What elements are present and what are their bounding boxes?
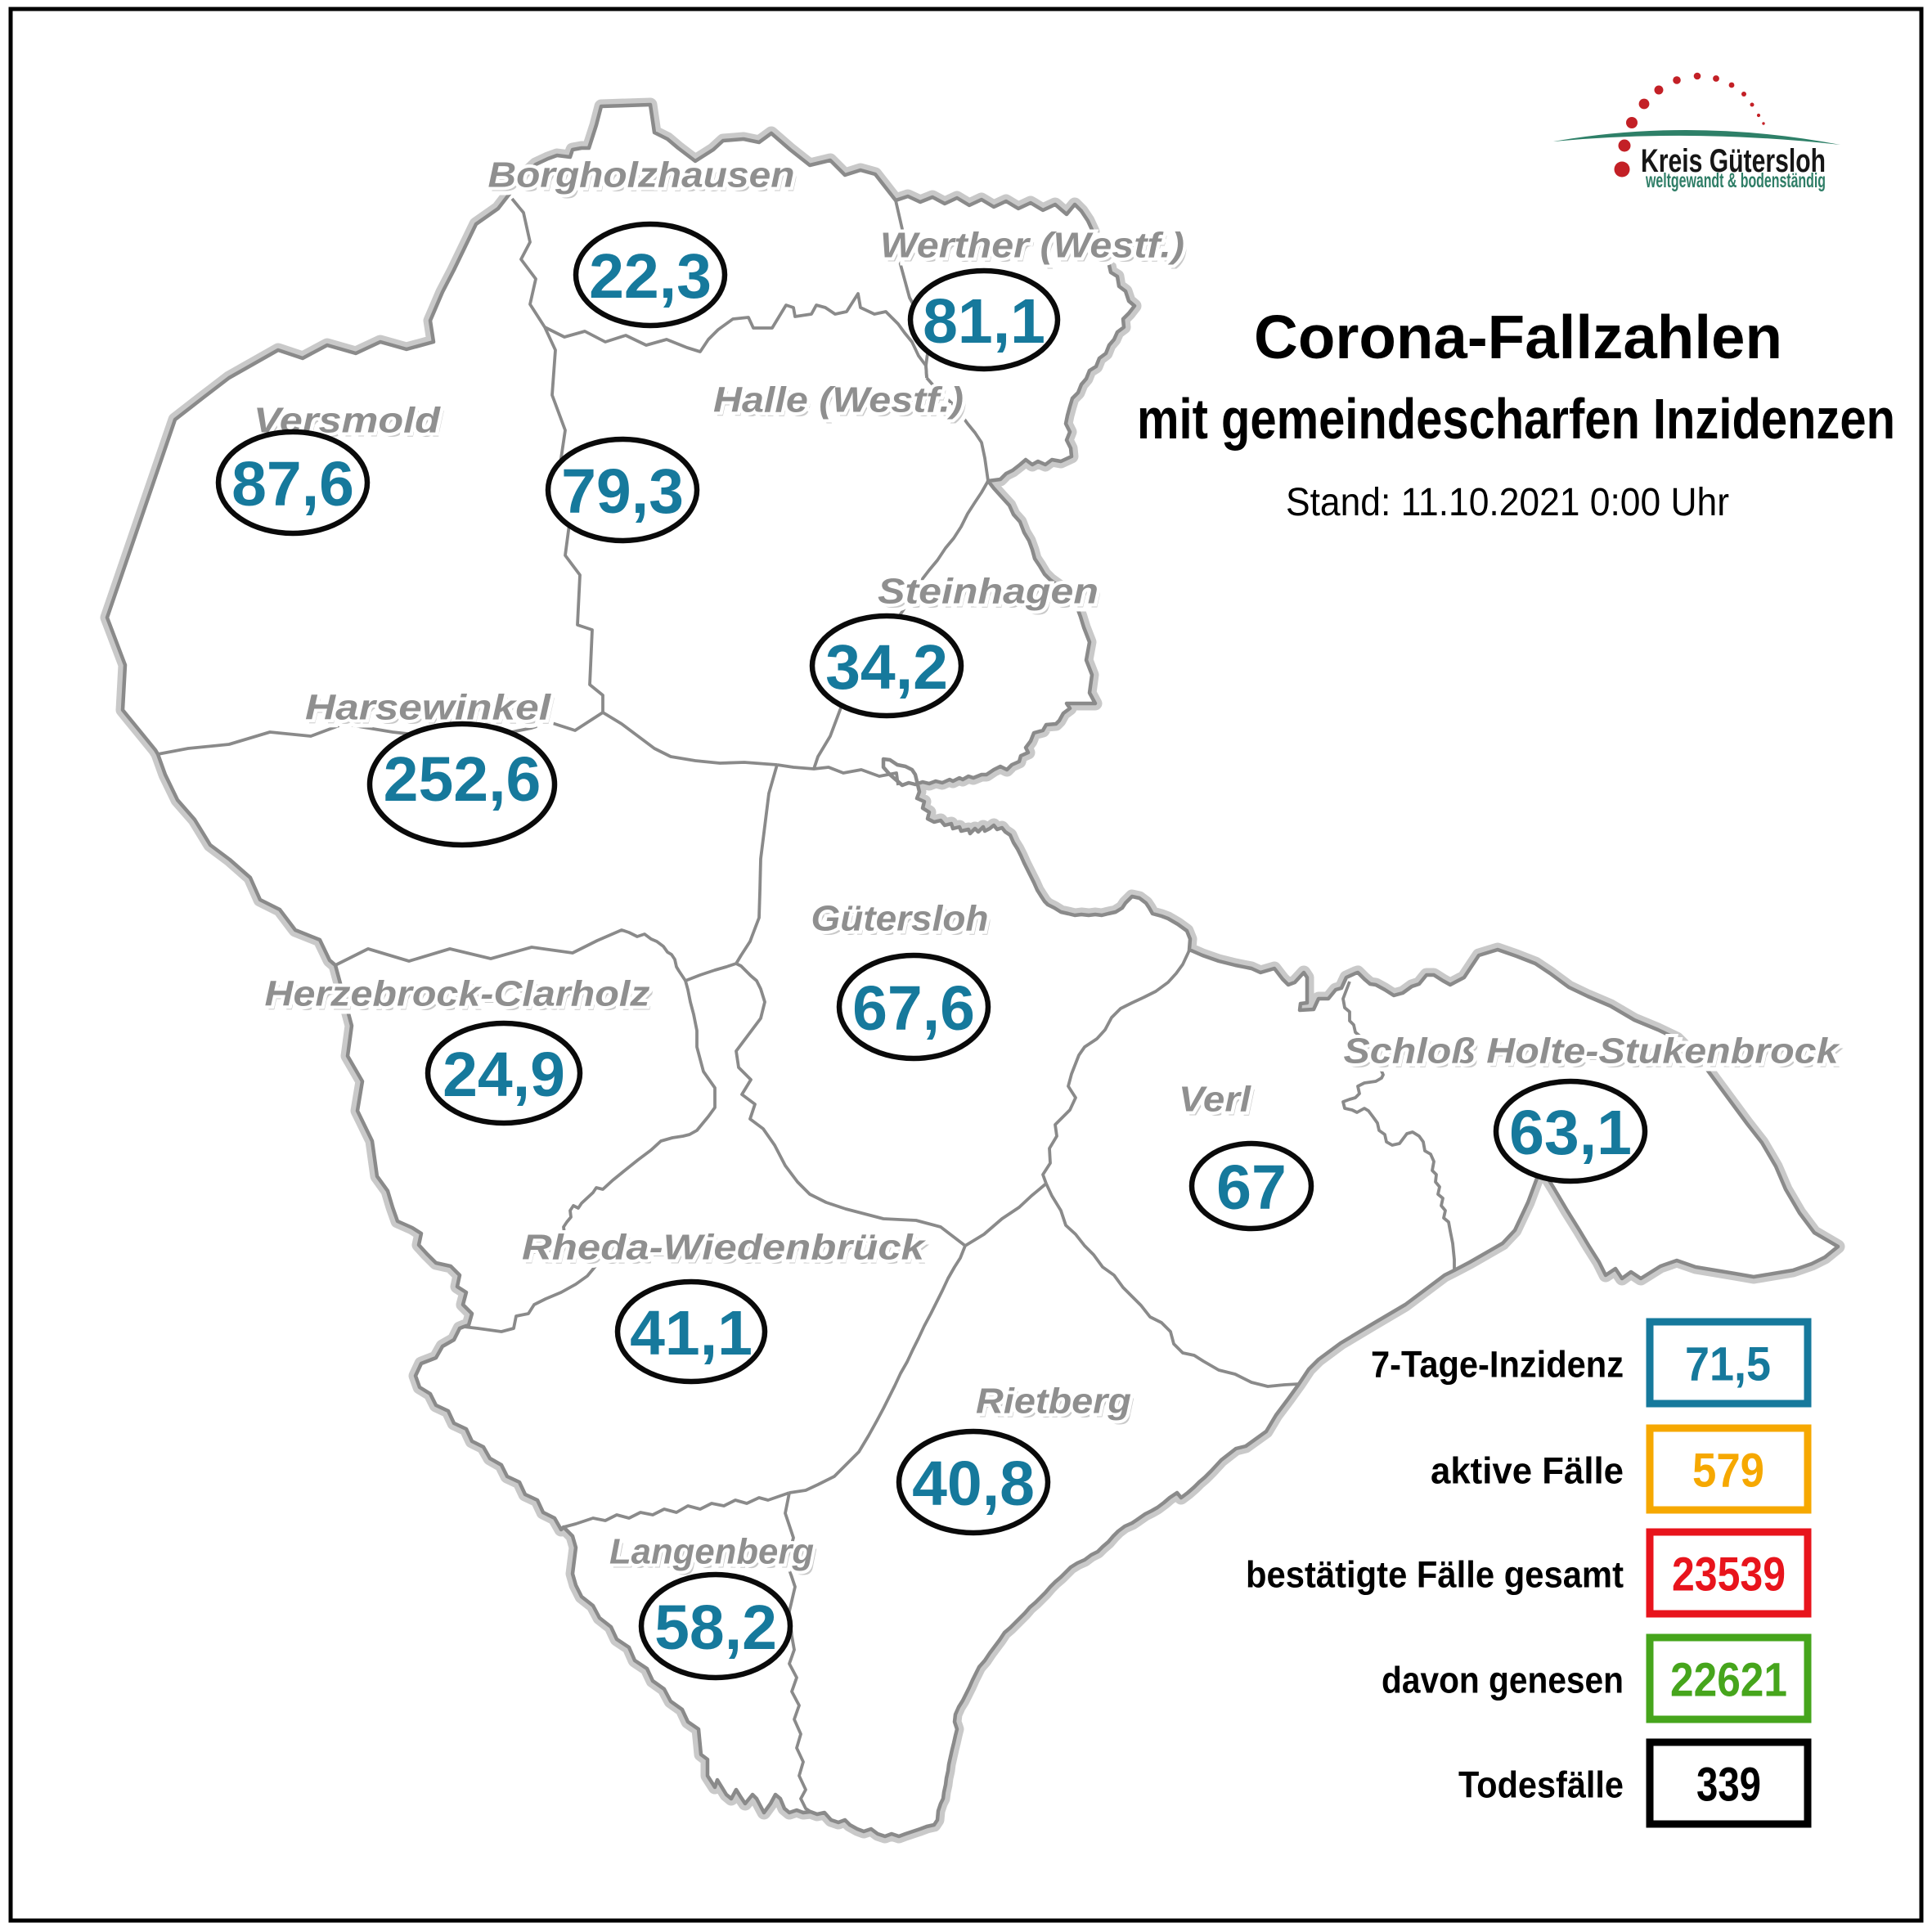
svg-text:87,6: 87,6 (231, 449, 354, 519)
svg-text:Kreis Gütersloh: Kreis Gütersloh (1641, 143, 1826, 179)
svg-text:24,9: 24,9 (443, 1040, 565, 1110)
svg-text:Corona-Fallzahlen: Corona-Fallzahlen (1254, 303, 1782, 371)
svg-text:58,2: 58,2 (654, 1593, 777, 1663)
svg-text:7-Tage-Inzidenz: 7-Tage-Inzidenz (1371, 1344, 1624, 1386)
svg-text:Borgholzhausen: Borgholzhausen (488, 155, 795, 195)
svg-text:davon genesen: davon genesen (1382, 1660, 1624, 1701)
svg-text:weltgewandt & bodenständig: weltgewandt & bodenständig (1645, 169, 1826, 192)
svg-text:Herzebrock-Clarholz: Herzebrock-Clarholz (268, 978, 654, 1018)
svg-text:Stand: 11.10.2021 0:00 Uhr: Stand: 11.10.2021 0:00 Uhr (1286, 481, 1729, 524)
svg-text:Halle (Westf.): Halle (Westf.) (717, 384, 967, 425)
svg-text:22621: 22621 (1670, 1654, 1787, 1707)
svg-text:Todesfälle: Todesfälle (1458, 1764, 1624, 1806)
svg-text:Steinhagen: Steinhagen (881, 576, 1102, 616)
svg-text:252,6: 252,6 (384, 744, 541, 815)
svg-text:339: 339 (1696, 1759, 1761, 1812)
svg-text:Schloß Holte-Stukenbrock: Schloß Holte-Stukenbrock (1344, 1031, 1841, 1072)
svg-text:71,5: 71,5 (1685, 1338, 1771, 1391)
svg-text:bestätigte Fälle gesamt: bestätigte Fälle gesamt (1246, 1554, 1624, 1596)
svg-text:Rheda-Wiedenbrück: Rheda-Wiedenbrück (525, 1232, 930, 1272)
svg-text:Steinhagen: Steinhagen (878, 572, 1099, 612)
svg-text:67: 67 (1216, 1152, 1287, 1223)
svg-text:aktive Fälle: aktive Fälle (1431, 1450, 1624, 1492)
svg-text:Herzebrock-Clarholz: Herzebrock-Clarholz (265, 974, 650, 1014)
svg-text:67,6: 67,6 (852, 973, 975, 1044)
svg-text:81,1: 81,1 (923, 286, 1045, 357)
svg-text:Werther (Westf.): Werther (Westf.) (883, 230, 1188, 270)
svg-text:Schloß Holte-Stukenbrock: Schloß Holte-Stukenbrock (1347, 1036, 1844, 1076)
svg-text:79,3: 79,3 (561, 456, 684, 527)
svg-text:Langenberg: Langenberg (609, 1532, 814, 1572)
svg-text:Rheda-Wiedenbrück: Rheda-Wiedenbrück (522, 1228, 927, 1268)
svg-text:40,8: 40,8 (912, 1449, 1035, 1519)
svg-text:Langenberg: Langenberg (613, 1536, 817, 1576)
svg-text:63,1: 63,1 (1509, 1098, 1632, 1168)
svg-text:579: 579 (1692, 1445, 1764, 1498)
svg-text:Rietberg: Rietberg (976, 1382, 1131, 1422)
svg-text:Verl: Verl (1182, 1084, 1255, 1124)
svg-text:Borgholzhausen: Borgholzhausen (492, 160, 798, 200)
svg-text:Gütersloh: Gütersloh (815, 903, 992, 943)
svg-text:22,3: 22,3 (589, 241, 712, 312)
svg-text:41,1: 41,1 (630, 1298, 753, 1368)
svg-text:mit gemeindescharfen Inzidenze: mit gemeindescharfen Inzidenzen (1137, 387, 1895, 451)
svg-text:34,2: 34,2 (825, 632, 948, 703)
svg-text:Halle (Westf.): Halle (Westf.) (713, 380, 964, 420)
svg-text:Verl: Verl (1179, 1080, 1251, 1120)
svg-text:Harsewinkel: Harsewinkel (305, 688, 551, 728)
svg-text:Werther (Westf.): Werther (Westf.) (880, 226, 1184, 266)
svg-text:23539: 23539 (1672, 1548, 1786, 1602)
svg-text:Rietberg: Rietberg (979, 1386, 1134, 1426)
svg-text:Gütersloh: Gütersloh (811, 899, 989, 939)
